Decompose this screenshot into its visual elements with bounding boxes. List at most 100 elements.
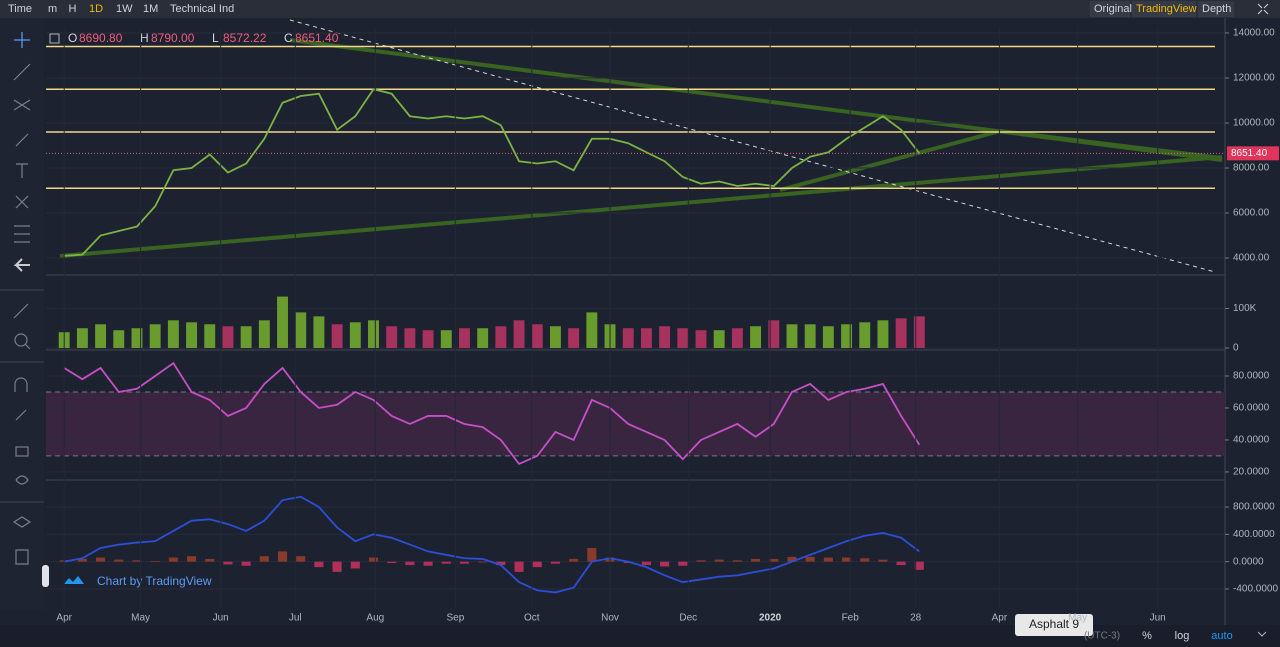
volume-bar: [95, 324, 107, 348]
panel-handle[interactable]: [42, 565, 49, 587]
fullscreen-icon[interactable]: [1257, 3, 1269, 15]
histogram-bar: [896, 561, 906, 566]
toolbar-item[interactable]: 1W: [116, 3, 133, 15]
x-tick-label: Jun: [1150, 613, 1166, 624]
volume-bar: [640, 328, 652, 348]
histogram-bar: [569, 558, 579, 562]
toolbar-button[interactable]: [139, 1, 164, 17]
watermark-logo: [64, 576, 84, 584]
volume-bar: [368, 320, 379, 348]
view-button[interactable]: [1198, 1, 1234, 17]
toolbar-button[interactable]: [4, 1, 42, 17]
legend-box: [49, 33, 60, 44]
y-tick-label: 80.0000: [1233, 371, 1270, 382]
ohlc-key: C: [284, 31, 293, 45]
x-tick-label: Oct: [524, 613, 540, 624]
btn-percent[interactable]: %: [1142, 630, 1152, 642]
ohlc-value: 8651.40: [295, 31, 339, 45]
histogram-bar: [150, 560, 160, 562]
volume-bar: [750, 326, 762, 348]
histogram-bar: [678, 561, 688, 566]
histogram-bar: [550, 561, 560, 564]
bottom-bar: [0, 625, 1280, 647]
volume-bar: [731, 328, 743, 348]
tool-icons: [12, 32, 32, 565]
y-tick-label: 14000.00: [1233, 28, 1275, 39]
histogram-bar: [878, 559, 888, 562]
histogram-bar: [296, 556, 306, 562]
x-tick-label: Apr: [992, 613, 1008, 624]
trend-lines: [59, 38, 1223, 258]
volume-bar: [149, 324, 161, 348]
view-button[interactable]: [1132, 1, 1196, 17]
view-item[interactable]: Depth: [1202, 3, 1231, 15]
ohlc-value: 8572.22: [223, 31, 267, 45]
volume-bar: [440, 330, 452, 348]
y-tick-label: 800.0000: [1233, 502, 1275, 513]
toolbar-item[interactable]: Technical Ind: [170, 3, 234, 15]
volume-bar: [204, 324, 216, 348]
volume-bar: [295, 312, 307, 348]
volume-bar: [258, 320, 270, 348]
x-tick-label: Aug: [366, 613, 384, 624]
ohlc-value: 8690.80: [79, 31, 123, 45]
settings-icon[interactable]: [1257, 631, 1267, 637]
x-tick-label: Dec: [679, 613, 697, 624]
toolbar-button[interactable]: [64, 1, 84, 17]
last-price-box: [1227, 146, 1279, 161]
volume-bar: [331, 324, 343, 348]
histogram-bar: [660, 561, 670, 567]
histogram-bar: [259, 556, 269, 562]
histogram-bar: [223, 561, 233, 565]
toolbar-button[interactable]: [112, 1, 137, 17]
y-tick-label: 4000.00: [1233, 253, 1270, 264]
x-tick-label: May: [1068, 613, 1087, 624]
histogram-bar: [496, 561, 506, 566]
tooltip: Asphalt 9: [1029, 617, 1079, 631]
toolbar-button[interactable]: [85, 1, 110, 17]
pane: 0 100K: [46, 296, 1257, 354]
last-price-label: 8651.40: [1231, 148, 1268, 159]
toolbar-button[interactable]: [166, 1, 263, 17]
x-tick-label: Jul: [289, 613, 302, 624]
histogram-bar: [860, 558, 870, 562]
volume-bar: [131, 328, 143, 348]
toolbar-item[interactable]: 1M: [143, 3, 158, 15]
volume-bar: [531, 324, 543, 348]
view-item[interactable]: Original: [1094, 3, 1132, 15]
x-tick-label: Nov: [601, 613, 619, 624]
toolbar-item[interactable]: H: [69, 3, 77, 15]
toolbar-button[interactable]: [44, 1, 63, 17]
histogram-bar: [405, 561, 415, 566]
volume-bar: [186, 322, 198, 348]
toolbar-item[interactable]: m: [48, 3, 57, 15]
btn-log[interactable]: log: [1175, 630, 1190, 642]
x-tick-label: Jun: [213, 613, 229, 624]
histogram-bar: [314, 561, 324, 568]
series-line: [64, 495, 920, 594]
histogram-bar: [205, 558, 215, 562]
histogram-bar: [387, 561, 397, 564]
toolbar-item[interactable]: 1D: [89, 3, 103, 15]
histogram-bar: [332, 561, 342, 572]
volume-bar: [713, 330, 725, 348]
x-tick-label: Apr: [56, 613, 72, 624]
view-item[interactable]: TradingView: [1136, 3, 1197, 15]
toolbar-item[interactable]: Time: [8, 3, 32, 15]
histogram-bar: [459, 561, 470, 564]
btn-auto[interactable]: auto: [1211, 630, 1232, 642]
volume-bar: [913, 316, 925, 348]
histogram-bar: [696, 560, 706, 562]
pane: 20.0000 40.0000 60.0000 80.0000: [46, 361, 1270, 478]
y-tick-label: 40.0000: [1233, 435, 1270, 446]
volume-bar: [568, 328, 580, 348]
ohlc-value: 8790.00: [151, 31, 195, 45]
volume-bar: [240, 326, 252, 348]
volume-bar: [877, 320, 889, 348]
rsi-band: [46, 391, 1225, 456]
x-tick-label: 28: [910, 613, 922, 624]
x-tick-label: Feb: [842, 613, 860, 624]
view-button[interactable]: [1090, 1, 1130, 17]
